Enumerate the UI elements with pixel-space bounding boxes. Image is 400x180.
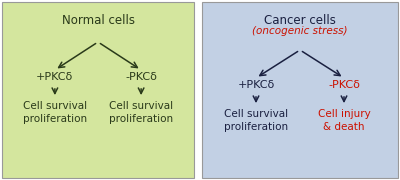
Text: +PKCδ: +PKCδ bbox=[237, 80, 275, 90]
Text: -PKCδ: -PKCδ bbox=[328, 80, 360, 90]
Text: Cell survival
proliferation: Cell survival proliferation bbox=[224, 109, 288, 132]
FancyBboxPatch shape bbox=[2, 2, 194, 178]
Text: Cell survival
proliferation: Cell survival proliferation bbox=[109, 101, 173, 124]
Text: Cancer cells: Cancer cells bbox=[264, 14, 336, 27]
Text: +PKCδ: +PKCδ bbox=[36, 72, 74, 82]
FancyBboxPatch shape bbox=[202, 2, 398, 178]
Text: Cell injury
& death: Cell injury & death bbox=[318, 109, 370, 132]
Text: Cell survival
proliferation: Cell survival proliferation bbox=[23, 101, 87, 124]
Text: (oncogenic stress): (oncogenic stress) bbox=[252, 26, 348, 36]
Text: Normal cells: Normal cells bbox=[62, 14, 134, 27]
Text: -PKCδ: -PKCδ bbox=[125, 72, 157, 82]
